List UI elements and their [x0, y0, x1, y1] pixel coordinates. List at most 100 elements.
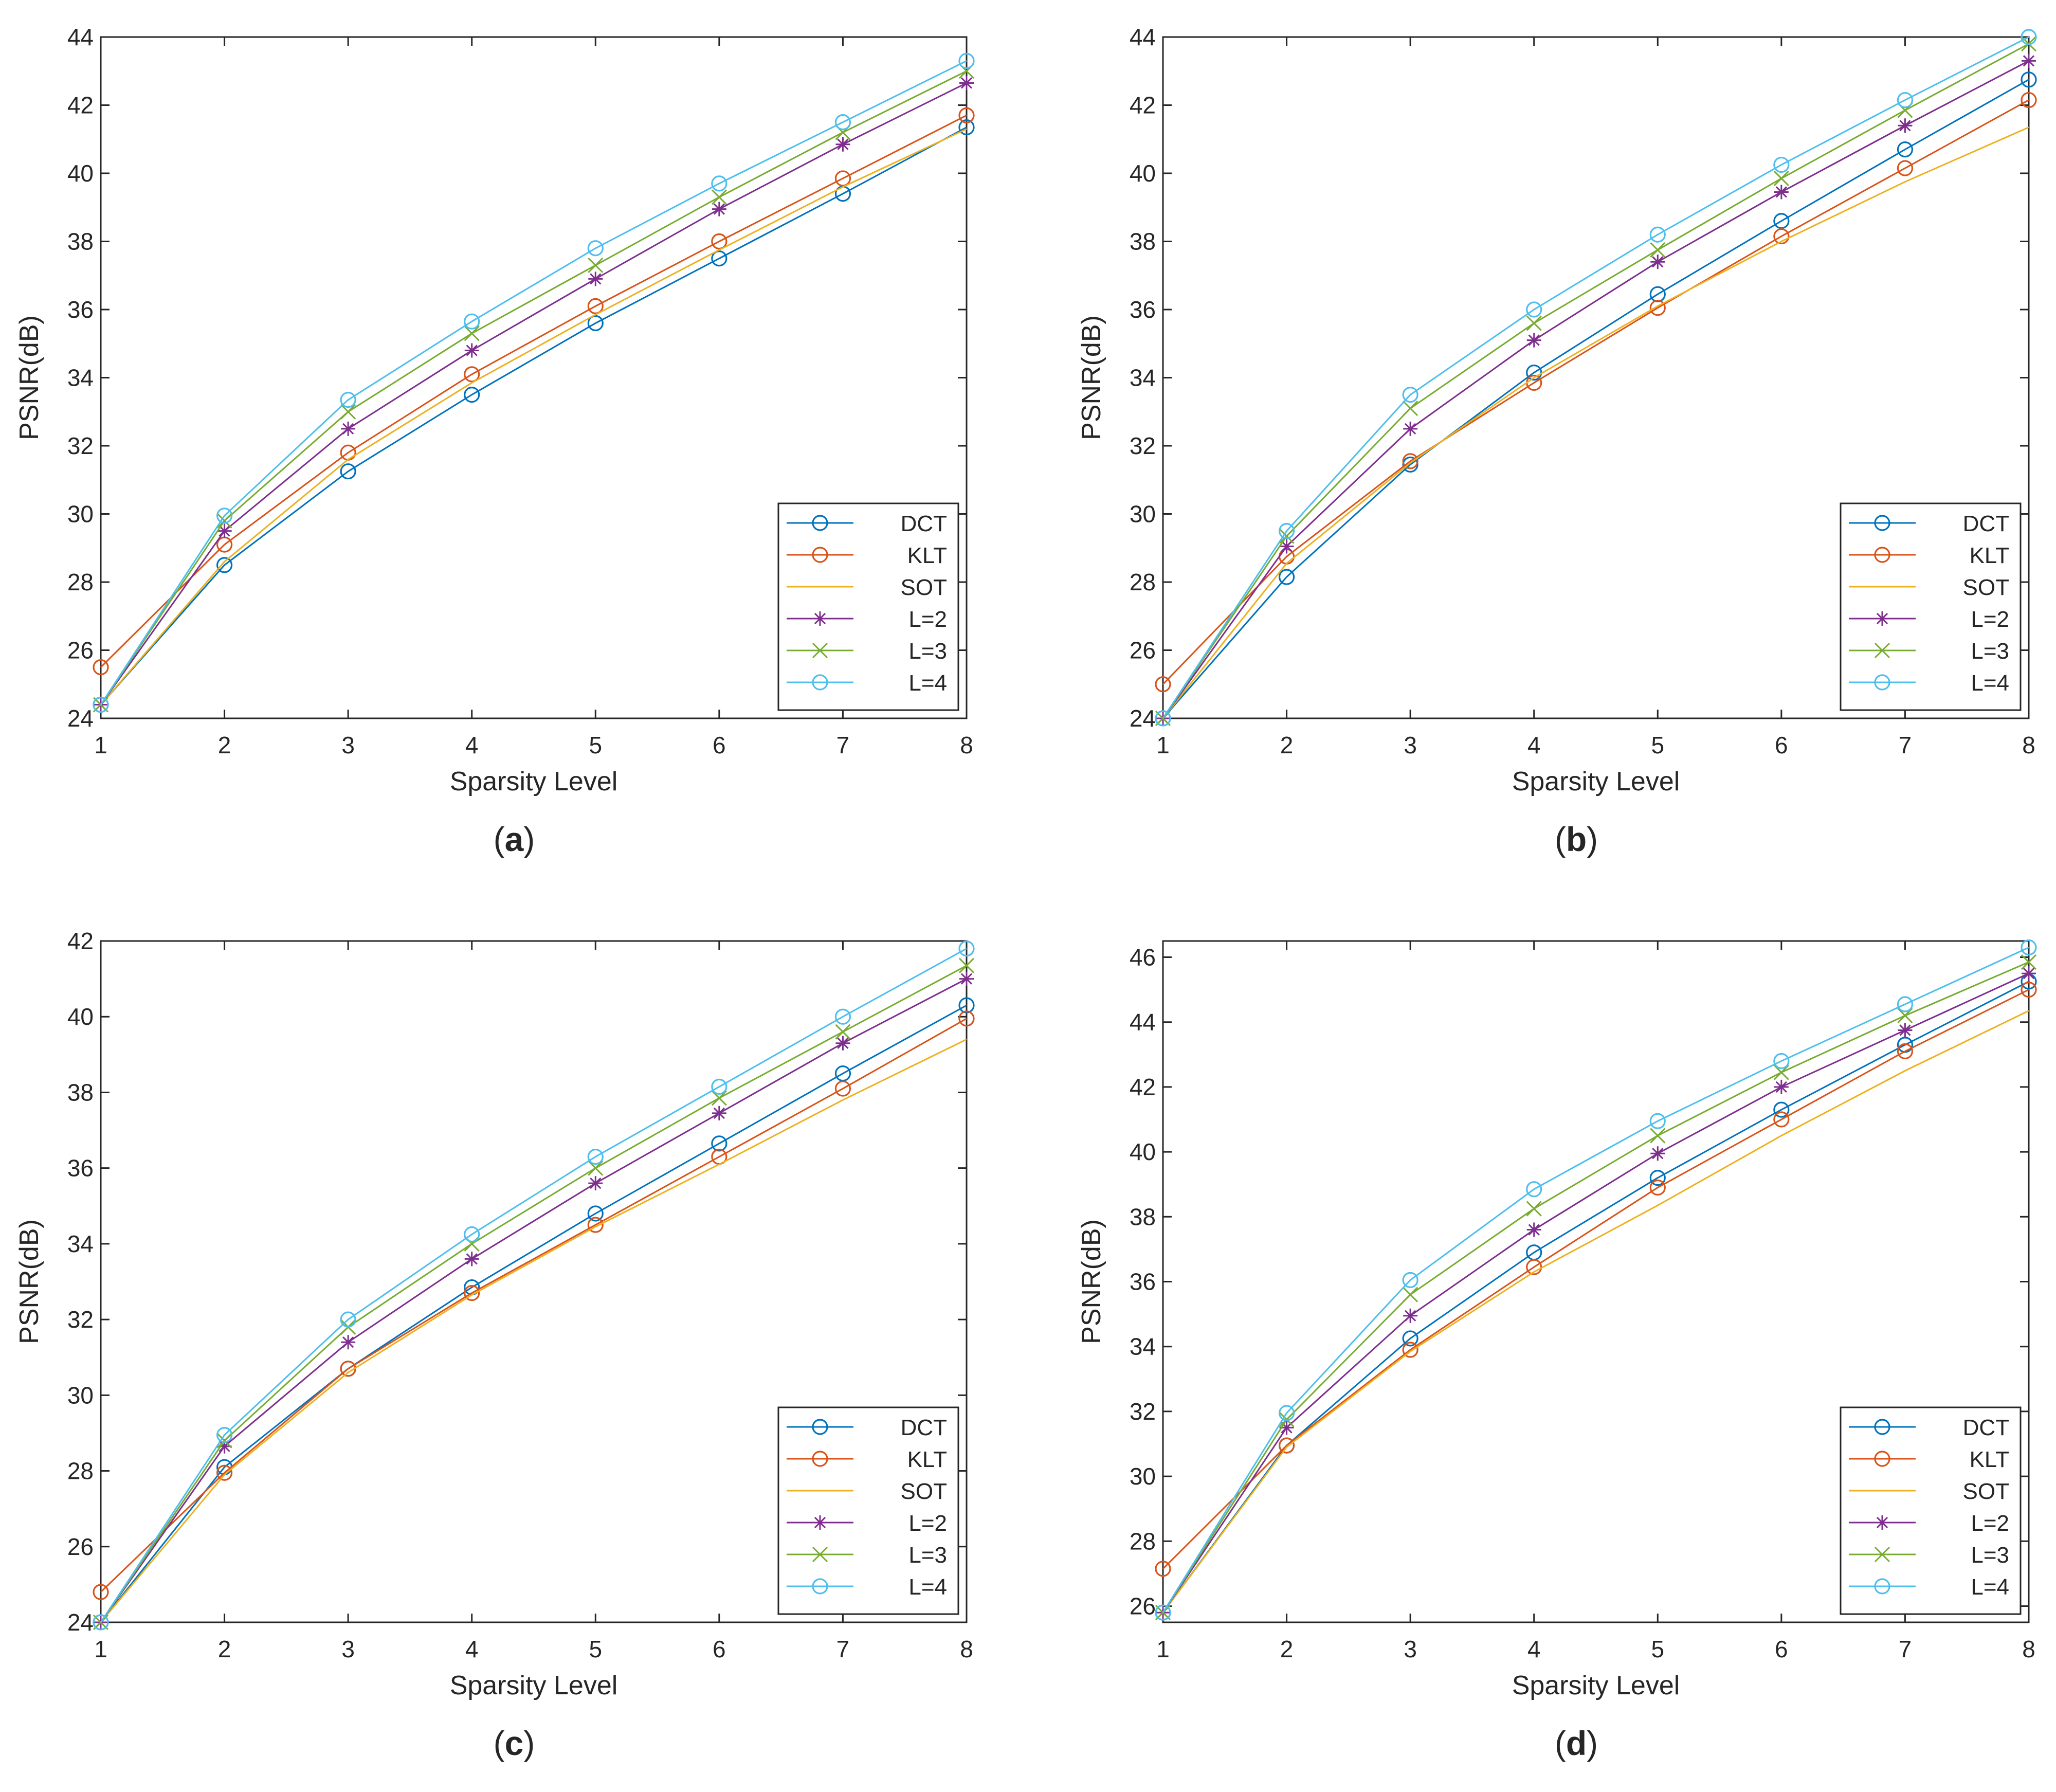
- data-point-marker: [835, 1036, 850, 1051]
- data-point-marker: [958, 997, 975, 1013]
- y-tick-label: 36: [67, 296, 94, 323]
- x-tick-label: 6: [713, 732, 726, 758]
- data-point-marker: [587, 240, 604, 257]
- data-point-marker: [2021, 982, 2037, 998]
- data-point-marker: [217, 1439, 232, 1454]
- series-l4: [1155, 29, 2037, 727]
- legend-marker: [812, 674, 828, 691]
- data-point-marker: [1403, 1308, 1418, 1323]
- legend-label: DCT: [901, 1415, 947, 1440]
- series-line: [1162, 79, 2029, 719]
- y-tick-label: 28: [1130, 569, 1156, 595]
- data-point-marker: [1155, 1561, 1171, 1577]
- caption-close-paren: ): [1587, 1724, 1598, 1762]
- data-point-marker: [588, 257, 604, 273]
- data-point-marker: [1773, 1053, 1790, 1070]
- x-tick-label: 4: [1527, 1636, 1541, 1662]
- y-tick-label: 28: [67, 569, 94, 595]
- x-axis-label: Sparsity Level: [450, 1671, 618, 1700]
- data-point-marker: [464, 1252, 479, 1266]
- legend-marker: [1874, 1451, 1890, 1467]
- data-point-marker: [1526, 364, 1542, 381]
- data-point-marker: [93, 696, 109, 713]
- legend-marker: [812, 1546, 828, 1563]
- x-tick-label: 5: [1651, 1636, 1664, 1662]
- legend: DCT KLT SOT L=2 L=3 L=4: [777, 1406, 959, 1615]
- series-line: [100, 60, 967, 705]
- data-point-marker: [1526, 1259, 1542, 1275]
- y-tick-label: 42: [1130, 1074, 1156, 1100]
- legend-box: [777, 502, 959, 711]
- panel-caption: (a): [494, 820, 535, 858]
- series-sot: [100, 128, 967, 705]
- y-tick-label: 34: [67, 365, 94, 391]
- x-tick-label: 5: [589, 1636, 602, 1662]
- legend-label: DCT: [901, 511, 947, 536]
- y-tick-label: 38: [67, 1079, 94, 1106]
- caption-letter: b: [1566, 820, 1587, 858]
- y-tick-label: 30: [1130, 501, 1156, 528]
- caption-open-paren: (: [1555, 1724, 1566, 1762]
- data-point-marker: [711, 233, 727, 250]
- legend-marker: [1874, 642, 1890, 659]
- x-axis-label: Sparsity Level: [1512, 767, 1680, 797]
- legend-marker: [1874, 1419, 1890, 1435]
- data-point-marker: [834, 1008, 851, 1025]
- x-tick-label: 5: [589, 732, 602, 758]
- series-l3: [1155, 954, 2037, 1621]
- series-line: [100, 1018, 967, 1593]
- x-tick-label: 7: [1899, 1636, 1912, 1662]
- data-point-marker: [1649, 1169, 1666, 1186]
- caption-letter: c: [505, 1724, 524, 1762]
- y-tick-label: 44: [1130, 1009, 1156, 1036]
- legend-marker: [813, 611, 827, 626]
- data-point-marker: [835, 1024, 851, 1040]
- series-line: [1162, 43, 2029, 719]
- data-point-marker: [711, 1078, 727, 1095]
- data-point-marker: [587, 1205, 604, 1222]
- legend-marker: [812, 1578, 828, 1595]
- y-tick-label: 28: [1130, 1528, 1156, 1554]
- data-point-marker: [1649, 300, 1666, 316]
- data-point-marker: [958, 52, 975, 69]
- legend-label: KLT: [907, 543, 947, 568]
- data-point-marker: [588, 1160, 604, 1176]
- data-point-marker: [216, 508, 233, 524]
- y-tick-label: 36: [1130, 296, 1156, 323]
- x-tick-label: 3: [341, 732, 355, 758]
- data-point-marker: [1278, 569, 1295, 585]
- x-tick-label: 3: [1404, 1636, 1417, 1662]
- data-point-marker: [464, 1226, 480, 1243]
- data-point-marker: [587, 315, 604, 332]
- x-tick-label: 6: [713, 1636, 726, 1662]
- legend-label: SOT: [1963, 575, 2009, 600]
- y-axis-label: PSNR(dB): [14, 315, 44, 440]
- y-axis-label: PSNR(dB): [14, 1219, 44, 1344]
- y-tick-label: 36: [67, 1155, 94, 1182]
- series-line: [100, 128, 967, 705]
- data-point-marker: [1650, 1146, 1665, 1161]
- legend-marker: [812, 515, 828, 531]
- data-point-marker: [834, 114, 851, 131]
- y-tick-label: 28: [67, 1458, 94, 1485]
- x-tick-label: 8: [2022, 1636, 2035, 1662]
- series-line: [100, 1039, 967, 1623]
- legend-label: L=2: [908, 1511, 947, 1536]
- data-point-marker: [959, 971, 974, 986]
- data-point-marker: [1773, 170, 1789, 186]
- legend-label: L=2: [908, 607, 947, 632]
- y-tick-label: 34: [1130, 365, 1156, 391]
- legend-marker: [1874, 547, 1890, 563]
- data-point-marker: [1897, 92, 1914, 108]
- legend-label: L=2: [1971, 607, 2009, 632]
- series-line: [1162, 1010, 2029, 1613]
- series-line: [1162, 99, 2029, 685]
- series-sot: [1162, 126, 2029, 719]
- data-point-marker: [712, 1106, 726, 1120]
- data-point-marker: [2021, 71, 2037, 88]
- caption-close-paren: ): [523, 820, 535, 858]
- data-point-marker: [1279, 528, 1295, 544]
- series-line: [1162, 126, 2029, 719]
